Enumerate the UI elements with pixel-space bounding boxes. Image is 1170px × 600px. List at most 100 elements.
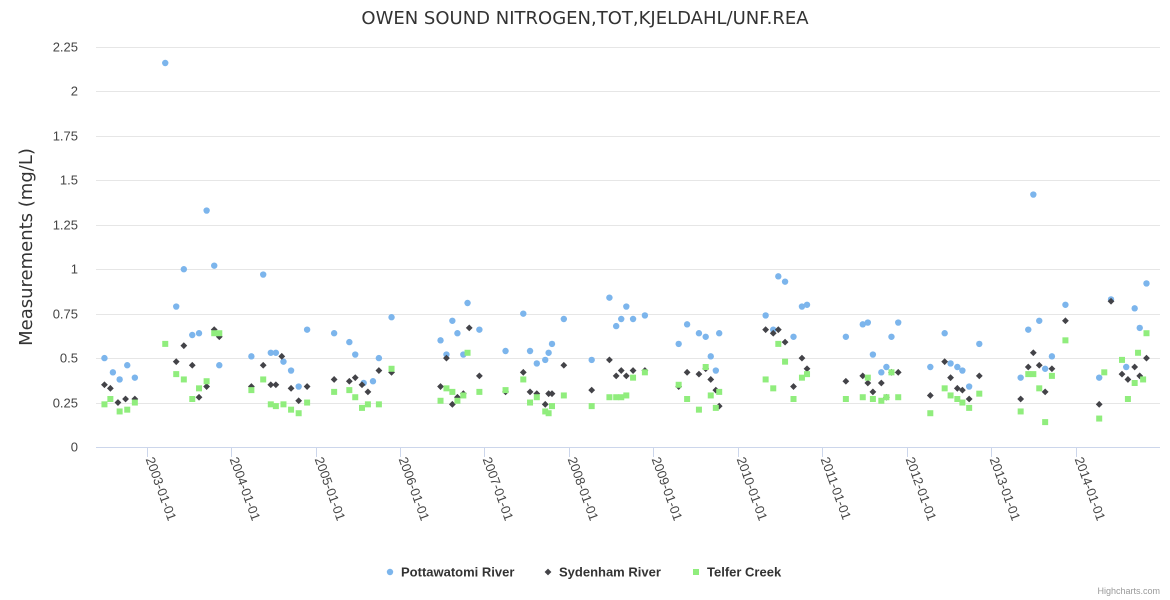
data-point[interactable]: [211, 330, 218, 337]
data-point[interactable]: [260, 376, 267, 383]
data-point[interactable]: [976, 340, 983, 348]
data-point[interactable]: [1096, 415, 1103, 422]
data-point[interactable]: [683, 368, 691, 376]
data-point[interactable]: [927, 410, 934, 417]
data-point[interactable]: [267, 381, 275, 389]
data-point[interactable]: [762, 312, 769, 319]
data-point[interactable]: [1035, 361, 1043, 369]
data-point[interactable]: [1048, 372, 1055, 379]
data-point[interactable]: [790, 396, 797, 402]
data-point[interactable]: [774, 326, 782, 334]
legend-item-telfer-creek[interactable]: Telfer Creek: [693, 565, 782, 580]
data-point[interactable]: [1017, 408, 1024, 415]
data-point[interactable]: [1030, 371, 1037, 378]
data-point[interactable]: [1131, 380, 1138, 386]
data-point[interactable]: [295, 397, 303, 405]
data-point[interactable]: [894, 368, 902, 376]
data-point[interactable]: [358, 381, 366, 389]
data-point[interactable]: [864, 374, 871, 381]
data-point[interactable]: [883, 394, 890, 401]
data-point[interactable]: [449, 388, 456, 395]
data-point[interactable]: [287, 367, 295, 374]
data-point[interactable]: [124, 362, 131, 369]
data-point[interactable]: [454, 330, 461, 337]
data-point[interactable]: [770, 326, 777, 333]
data-point[interactable]: [781, 278, 789, 285]
data-point[interactable]: [502, 347, 509, 355]
data-point[interactable]: [346, 338, 353, 346]
data-point[interactable]: [954, 363, 961, 371]
data-point[interactable]: [541, 400, 549, 408]
data-point[interactable]: [189, 396, 196, 402]
data-point[interactable]: [180, 342, 188, 350]
data-point[interactable]: [520, 310, 527, 317]
data-point[interactable]: [941, 330, 948, 337]
data-point[interactable]: [1048, 365, 1056, 373]
data-point[interactable]: [1131, 363, 1139, 371]
data-point[interactable]: [618, 315, 625, 323]
data-point[interactable]: [259, 361, 267, 369]
data-point[interactable]: [947, 360, 954, 367]
data-point[interactable]: [798, 374, 805, 381]
data-point[interactable]: [695, 330, 703, 337]
data-point[interactable]: [842, 396, 849, 402]
data-point[interactable]: [267, 349, 274, 356]
data-point[interactable]: [330, 330, 338, 337]
data-point[interactable]: [675, 381, 682, 388]
data-point[interactable]: [359, 404, 365, 411]
data-point[interactable]: [976, 390, 983, 397]
data-point[interactable]: [606, 394, 613, 401]
data-point[interactable]: [542, 356, 549, 364]
data-point[interactable]: [124, 406, 131, 413]
data-point[interactable]: [195, 330, 203, 337]
data-point[interactable]: [1062, 337, 1069, 344]
data-point[interactable]: [712, 367, 720, 374]
data-point[interactable]: [449, 317, 456, 324]
data-point[interactable]: [375, 401, 382, 408]
data-point[interactable]: [215, 333, 223, 341]
data-point[interactable]: [1041, 388, 1049, 396]
data-point[interactable]: [180, 266, 188, 273]
data-point[interactable]: [883, 363, 890, 371]
data-point[interactable]: [1025, 371, 1032, 378]
data-point[interactable]: [116, 408, 123, 415]
data-point[interactable]: [527, 399, 534, 406]
data-point[interactable]: [172, 358, 180, 366]
data-point[interactable]: [542, 408, 549, 415]
data-point[interactable]: [364, 401, 371, 408]
data-point[interactable]: [476, 388, 483, 395]
data-point[interactable]: [1124, 396, 1131, 402]
data-point[interactable]: [465, 324, 473, 332]
data-point[interactable]: [684, 396, 691, 402]
data-point[interactable]: [1123, 363, 1130, 371]
data-point[interactable]: [588, 386, 596, 394]
data-point[interactable]: [864, 379, 872, 387]
data-point[interactable]: [560, 315, 568, 323]
data-point[interactable]: [618, 394, 625, 401]
data-point[interactable]: [195, 393, 203, 401]
data-point[interactable]: [954, 396, 961, 402]
data-point[interactable]: [1062, 301, 1069, 308]
data-point[interactable]: [1143, 330, 1150, 337]
data-point[interactable]: [545, 349, 552, 356]
data-point[interactable]: [623, 303, 630, 310]
data-point[interactable]: [280, 358, 287, 365]
data-point[interactable]: [1135, 349, 1142, 356]
data-point[interactable]: [364, 388, 372, 396]
data-point[interactable]: [623, 392, 630, 399]
data-point[interactable]: [101, 401, 108, 408]
data-point[interactable]: [173, 371, 180, 378]
data-point[interactable]: [707, 353, 714, 360]
data-point[interactable]: [1017, 374, 1024, 381]
data-point[interactable]: [1036, 385, 1043, 392]
data-point[interactable]: [675, 340, 682, 348]
data-point[interactable]: [1143, 280, 1150, 287]
data-point[interactable]: [629, 367, 637, 374]
data-point[interactable]: [965, 395, 973, 403]
data-point[interactable]: [1025, 326, 1032, 333]
data-point[interactable]: [1101, 369, 1108, 376]
data-point[interactable]: [260, 271, 267, 278]
data-point[interactable]: [280, 401, 287, 408]
data-point[interactable]: [109, 369, 117, 376]
data-point[interactable]: [1118, 370, 1126, 378]
